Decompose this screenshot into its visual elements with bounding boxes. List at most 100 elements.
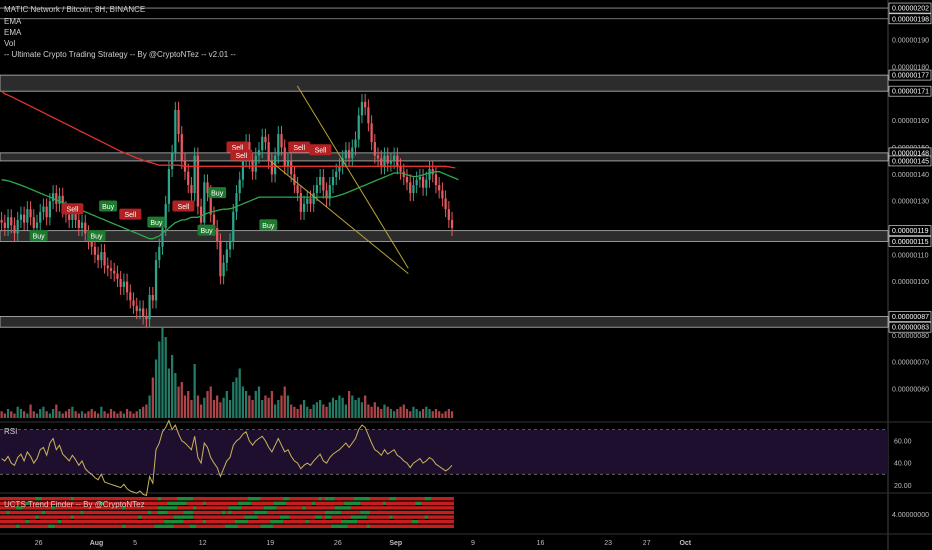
candle[interactable] — [232, 203, 235, 250]
candle[interactable] — [299, 185, 302, 220]
candle[interactable] — [23, 206, 26, 231]
buy-signal-badge[interactable]: Buy — [87, 230, 106, 242]
candle[interactable] — [122, 273, 125, 296]
candle[interactable] — [39, 203, 42, 231]
candle[interactable] — [386, 147, 389, 172]
candle[interactable] — [13, 217, 16, 242]
candle[interactable] — [151, 286, 154, 309]
candle[interactable] — [100, 244, 103, 269]
candle[interactable] — [3, 214, 6, 237]
candle[interactable] — [354, 131, 357, 156]
sell-signal-badge[interactable]: Sell — [119, 208, 142, 220]
candle[interactable] — [158, 238, 161, 269]
candle[interactable] — [148, 286, 151, 328]
candle[interactable] — [357, 107, 360, 148]
candle[interactable] — [171, 144, 174, 178]
candle[interactable] — [302, 195, 306, 220]
buy-signal-badge[interactable]: Buy — [29, 230, 48, 242]
candle[interactable] — [367, 99, 370, 132]
candle[interactable] — [29, 201, 32, 226]
candle[interactable] — [132, 292, 135, 314]
candle[interactable] — [6, 209, 10, 237]
candle[interactable] — [180, 126, 183, 169]
indicator-ema-fast-label[interactable]: EMA — [4, 28, 22, 37]
indicator-volume-label[interactable]: Vol — [4, 39, 16, 48]
indicator-ema-slow-label[interactable]: EMA — [4, 17, 22, 26]
candle[interactable] — [351, 139, 354, 167]
candle[interactable] — [51, 185, 55, 210]
candle[interactable] — [187, 163, 190, 194]
candle[interactable] — [425, 171, 428, 196]
candle[interactable] — [26, 201, 29, 231]
sell-signal-badge[interactable]: Sell — [230, 149, 253, 161]
candle[interactable] — [225, 241, 228, 271]
candle[interactable] — [103, 244, 106, 274]
candle[interactable] — [116, 265, 119, 287]
candle[interactable] — [203, 174, 206, 231]
candle[interactable] — [125, 273, 129, 301]
candle[interactable] — [373, 134, 376, 164]
candle[interactable] — [360, 93, 364, 124]
ema-slow-line[interactable] — [1, 90, 456, 169]
candle[interactable] — [447, 201, 450, 228]
candle[interactable] — [129, 284, 132, 309]
candle[interactable] — [441, 182, 444, 207]
candle[interactable] — [389, 152, 393, 172]
candle[interactable] — [228, 233, 232, 258]
sr-zone-2[interactable] — [0, 230, 889, 242]
candle[interactable] — [364, 93, 367, 116]
candle[interactable] — [399, 158, 402, 180]
candle[interactable] — [319, 168, 322, 194]
indicator-ucts-label[interactable]: -- Ultimate Crypto Trading Strategy -- B… — [4, 50, 236, 59]
candle[interactable] — [16, 211, 19, 242]
candle[interactable] — [344, 142, 347, 167]
candle[interactable] — [341, 150, 344, 175]
sell-signal-badge[interactable]: Sell — [288, 141, 311, 153]
candle[interactable] — [444, 190, 447, 218]
buy-signal-badge[interactable]: Buy — [197, 224, 216, 236]
candle[interactable] — [418, 168, 421, 188]
candle[interactable] — [254, 147, 257, 180]
candle[interactable] — [261, 128, 264, 159]
candle[interactable] — [415, 171, 418, 194]
candle[interactable] — [42, 198, 45, 220]
candle[interactable] — [97, 246, 100, 269]
buy-signal-badge[interactable]: Buy — [147, 216, 166, 228]
candle[interactable] — [106, 257, 109, 277]
ucts-panel-label[interactable]: UCTS Trend Finder -- By @CryptoNTez — [4, 500, 145, 509]
candle[interactable] — [109, 260, 113, 279]
candle[interactable] — [409, 174, 412, 202]
sell-signal-badge[interactable]: Sell — [309, 144, 332, 156]
buy-signal-badge[interactable]: Buy — [208, 187, 227, 199]
sr-zone-1[interactable] — [0, 152, 889, 162]
buy-signal-badge[interactable]: Buy — [259, 219, 278, 231]
rsi-line[interactable] — [1, 419, 453, 497]
candle[interactable] — [154, 252, 158, 309]
candle[interactable] — [48, 193, 51, 226]
candle[interactable] — [135, 297, 138, 320]
candle[interactable] — [264, 128, 267, 151]
candle[interactable] — [267, 134, 270, 169]
candle[interactable] — [412, 177, 415, 202]
candle[interactable] — [434, 166, 438, 194]
candle[interactable] — [84, 214, 87, 242]
candle[interactable] — [286, 152, 290, 175]
candle[interactable] — [77, 211, 80, 237]
candle[interactable] — [322, 168, 325, 199]
candle[interactable] — [338, 158, 341, 180]
candle[interactable] — [235, 185, 238, 220]
candle[interactable] — [370, 115, 373, 151]
candle[interactable] — [142, 300, 145, 325]
candle[interactable] — [312, 185, 315, 212]
sr-zone-3[interactable] — [0, 316, 889, 328]
candle[interactable] — [383, 147, 386, 175]
candle[interactable] — [164, 195, 167, 237]
candle[interactable] — [58, 187, 61, 212]
candle[interactable] — [119, 270, 122, 296]
candle[interactable] — [270, 152, 273, 183]
candle[interactable] — [257, 142, 261, 164]
sell-signal-badge[interactable]: Sell — [172, 200, 195, 212]
candle[interactable] — [238, 171, 241, 202]
candle[interactable] — [222, 254, 225, 285]
candle[interactable] — [335, 163, 338, 186]
